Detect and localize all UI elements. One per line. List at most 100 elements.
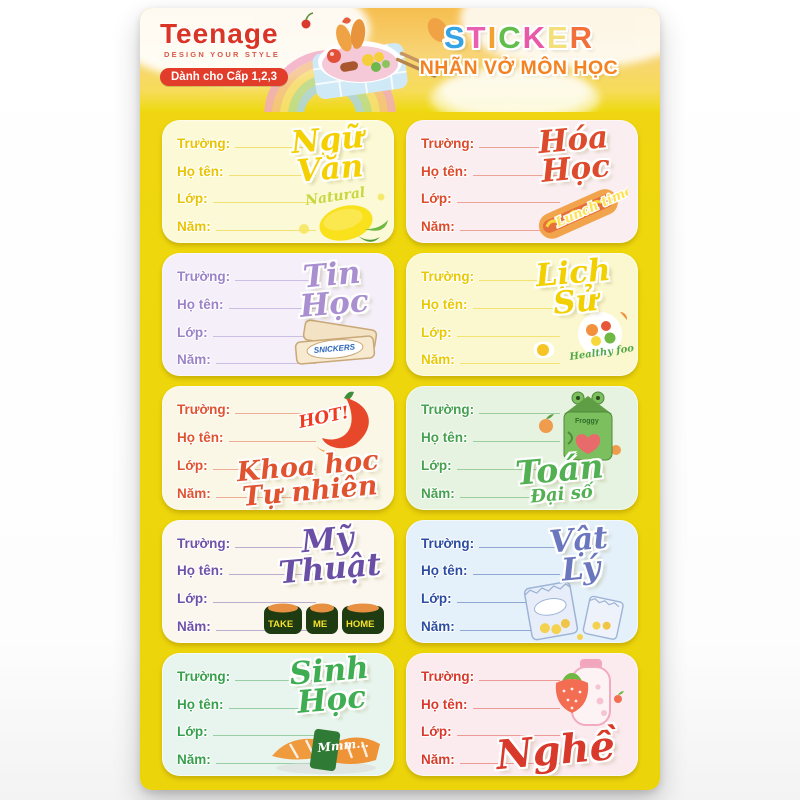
svg-text:Mmm...: Mmm... bbox=[316, 736, 369, 755]
field-row: Trường: bbox=[177, 662, 317, 684]
chips-bags-icon bbox=[523, 581, 624, 641]
svg-text:Natural: Natural bbox=[303, 185, 366, 209]
label-tin-hoc: Trường: Họ tên: Lớp: Năm: Tin Học SNICKER… bbox=[162, 253, 394, 377]
strawberry-milk-icon bbox=[555, 658, 624, 726]
write-line bbox=[212, 202, 317, 204]
write-line bbox=[235, 413, 317, 415]
hotdog-icon: Lunch time bbox=[538, 182, 628, 239]
field-row: Trường: bbox=[177, 395, 317, 417]
label-fields: Trường: Họ tên: Lớp: Năm: bbox=[421, 395, 561, 501]
header-title-block: STICKER NHÃN VỞ MÔN HỌC bbox=[394, 22, 644, 80]
field-truong: Trường: bbox=[421, 402, 475, 418]
write-line bbox=[456, 468, 561, 470]
write-line bbox=[456, 202, 561, 204]
label-ngu-van: Trường: Họ tên: Lớp: Năm: Ngữ Văn Natural bbox=[162, 120, 394, 244]
subject-title: Sinh Học bbox=[288, 652, 371, 721]
sushi-take-me-home-icon: TAKE ME HOME bbox=[264, 603, 384, 634]
write-line bbox=[228, 441, 317, 443]
write-line bbox=[212, 735, 317, 737]
sticker-letter: K bbox=[522, 20, 547, 55]
field-truong: Trường: bbox=[421, 136, 475, 151]
write-line bbox=[472, 707, 561, 709]
label-hoa-hoc: Trường: Họ tên: Lớp: Năm: Hóa Học Lunch t… bbox=[406, 120, 638, 244]
field-row: Năm: bbox=[421, 479, 561, 501]
write-line bbox=[212, 468, 317, 470]
snickers-bars-icon: SNICKERS bbox=[294, 319, 378, 366]
field-truong: Trường: bbox=[177, 535, 231, 551]
svg-text:HOME: HOME bbox=[346, 619, 375, 630]
write-line bbox=[479, 546, 561, 548]
label-fields: Trường: Họ tên: Lớp: Năm: bbox=[421, 129, 561, 235]
field-nam: Năm: bbox=[421, 618, 455, 634]
field-truong: Trường: bbox=[421, 269, 475, 285]
field-row: Trường: bbox=[421, 529, 561, 551]
field-row: Họ tên: bbox=[421, 157, 561, 179]
field-row: Lớp: bbox=[177, 184, 317, 206]
subject-title: Tin Học bbox=[298, 254, 371, 325]
field-lop: Lớp: bbox=[421, 457, 452, 473]
field-lop: Lớp: bbox=[421, 724, 452, 740]
sticker-letter: I bbox=[487, 20, 499, 55]
field-row: Lớp: bbox=[177, 451, 317, 473]
field-lop: Lớp: bbox=[421, 324, 452, 340]
brand-name: Teenage bbox=[160, 18, 279, 49]
write-line bbox=[215, 762, 317, 764]
field-row: Họ tên: bbox=[177, 556, 317, 578]
write-line bbox=[456, 335, 561, 337]
write-line bbox=[459, 363, 561, 365]
field-row: Trường: bbox=[177, 262, 317, 284]
chili-hot-icon: HOT! bbox=[294, 391, 369, 454]
write-line bbox=[235, 679, 317, 681]
froggy-carton-icon: Froggy bbox=[539, 391, 621, 461]
subject-title: Nghề bbox=[494, 722, 617, 776]
field-nam: Năm: bbox=[421, 219, 455, 235]
field-nam: Năm: bbox=[421, 485, 455, 501]
field-truong: Trường: bbox=[421, 668, 475, 684]
sticker-letter: R bbox=[569, 20, 595, 55]
write-line bbox=[472, 174, 561, 176]
label-fields: Trường: Họ tên: Lớp: Năm: bbox=[177, 129, 317, 235]
field-row: Trường: bbox=[421, 129, 561, 151]
sticker-letter: E bbox=[546, 20, 570, 55]
write-line bbox=[479, 280, 561, 282]
label-vat-ly: Trường: Họ tên: Lớp: Năm: Vật Lý bbox=[406, 519, 638, 643]
sticker-letter: S bbox=[443, 20, 467, 55]
field-ho-ten: Họ tên: bbox=[177, 696, 224, 712]
write-line bbox=[459, 629, 561, 631]
write-line bbox=[456, 735, 561, 737]
field-row: Trường: bbox=[177, 129, 317, 151]
label-khoa-hoc-tu-nhien: Trường: Họ tên: Lớp: Năm: Khoa học Tự nhi… bbox=[162, 386, 394, 510]
subject-title: Lịch Sử bbox=[534, 253, 613, 322]
field-row: Họ tên: bbox=[177, 157, 317, 179]
field-ho-ten: Họ tên: bbox=[421, 296, 468, 312]
write-line bbox=[235, 147, 317, 148]
write-line bbox=[228, 174, 317, 176]
field-row: Lớp: bbox=[177, 584, 317, 606]
field-ho-ten: Họ tên: bbox=[177, 296, 224, 312]
subject-title: Hóa Học bbox=[536, 120, 612, 190]
field-row: Năm: bbox=[421, 345, 561, 367]
write-line bbox=[472, 574, 561, 576]
sticker-letter: C bbox=[498, 20, 523, 55]
field-row: Họ tên: bbox=[177, 290, 317, 312]
field-truong: Trường: bbox=[421, 535, 475, 551]
label-fields: Trường: Họ tên: Lớp: Năm: bbox=[177, 395, 317, 501]
field-nam: Năm: bbox=[177, 219, 211, 235]
field-lop: Lớp: bbox=[177, 457, 208, 473]
field-row: Năm: bbox=[177, 479, 317, 501]
field-row: Họ tên: bbox=[421, 690, 561, 712]
subject-title: Ngữ Văn bbox=[289, 120, 365, 190]
svg-text:HOT!: HOT! bbox=[296, 403, 351, 433]
field-ho-ten: Họ tên: bbox=[177, 430, 224, 446]
field-row: Họ tên: bbox=[177, 690, 317, 712]
write-line bbox=[479, 147, 561, 148]
write-line bbox=[472, 441, 561, 443]
field-row: Năm: bbox=[177, 345, 317, 367]
grade-badge: Dành cho Cấp 1,2,3 bbox=[160, 68, 289, 86]
sticker-wordmark: STICKER bbox=[394, 22, 644, 53]
field-ho-ten: Họ tên: bbox=[177, 163, 224, 179]
field-row: Năm: bbox=[421, 612, 561, 634]
field-row: Trường: bbox=[421, 262, 561, 285]
write-line bbox=[235, 280, 317, 282]
